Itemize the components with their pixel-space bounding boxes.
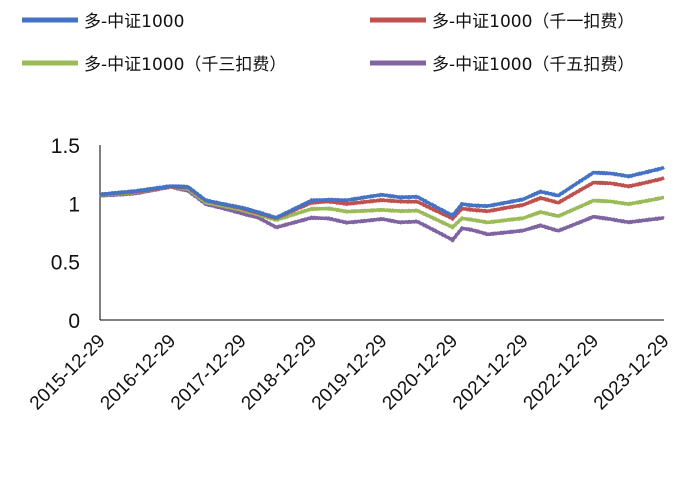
legend: 多-中证1000 多-中证1000（千一扣费） 多-中证1000（千三扣费） 多…	[22, 12, 634, 75]
x-tick-label: 2020-12-29	[379, 331, 463, 415]
x-axis-ticks: 2015-12-29 2016-12-29 2017-12-29 2018-12…	[26, 331, 674, 415]
x-tick-label: 2019-12-29	[308, 331, 392, 415]
x-tick-label: 2015-12-29	[26, 331, 110, 415]
x-tick-label: 2018-12-29	[238, 331, 322, 415]
x-tick-label: 2016-12-29	[97, 331, 181, 415]
x-tick-label: 2021-12-29	[449, 331, 533, 415]
y-tick-label: 1.5	[51, 135, 80, 158]
legend-item-2: 多-中证1000（千一扣费）	[370, 12, 634, 32]
y-tick-label: 1	[68, 193, 80, 216]
y-axis-ticks: 0 0.5 1 1.5	[51, 135, 80, 333]
legend-label-4: 多-中证1000（千五扣费）	[432, 55, 634, 75]
legend-label-2: 多-中证1000（千一扣费）	[432, 12, 634, 32]
series-group	[99, 165, 665, 243]
legend-label-1: 多-中证1000	[84, 12, 184, 32]
series-line-1	[99, 165, 665, 220]
legend-item-3: 多-中证1000（千三扣费）	[22, 55, 286, 75]
legend-item-1: 多-中证1000	[22, 12, 184, 32]
legend-item-4: 多-中证1000（千五扣费）	[370, 55, 634, 75]
legend-label-3: 多-中证1000（千三扣费）	[84, 55, 286, 75]
x-tick-label: 2022-12-29	[520, 331, 604, 415]
x-tick-label: 2017-12-29	[167, 331, 251, 415]
y-tick-label: 0.5	[51, 252, 80, 275]
x-tick-label: 2023-12-29	[590, 331, 674, 415]
y-tick-label: 0	[68, 310, 80, 333]
